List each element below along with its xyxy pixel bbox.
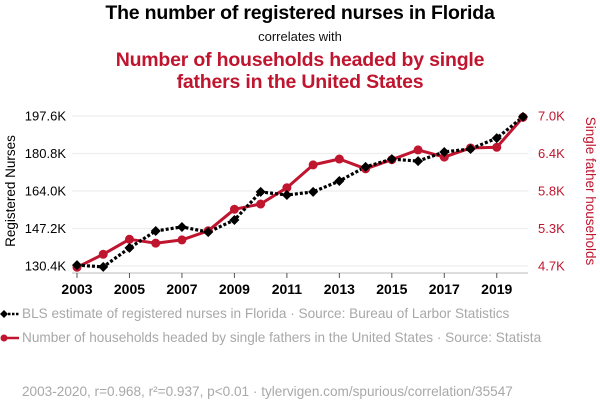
- data-point-nurses: [124, 242, 135, 253]
- data-point-nurses: [229, 215, 240, 226]
- y-tick-label-right: 6.4K: [538, 146, 565, 161]
- series-markers: [72, 111, 528, 272]
- chart-subtitle: correlates with: [258, 29, 342, 44]
- y-tick-label-right: 7.0K: [538, 109, 565, 124]
- x-tick-label: 2009: [219, 281, 250, 297]
- y-tick-label-left: 164.0K: [25, 184, 67, 199]
- series-line-nurses: [76, 115, 525, 269]
- data-point-nurses: [72, 260, 82, 271]
- data-point-fathers: [151, 238, 161, 248]
- y-axis-label-left: Registered Nurses: [3, 135, 18, 247]
- footer-stats: 2003-2020, r=0.968, r²=0.937, p<0.01 · t…: [22, 384, 513, 399]
- y-tick-label-left: 197.6K: [25, 109, 67, 124]
- y-tick-label-left: 147.2K: [25, 221, 67, 236]
- x-tick-label: 2003: [61, 281, 92, 297]
- series-lines: [76, 115, 525, 269]
- legend-item-nurses: BLS estimate of registered nurses in Flo…: [0, 306, 542, 322]
- data-point-nurses: [386, 154, 397, 165]
- data-point-fathers: [492, 142, 502, 152]
- x-tick-label: 2017: [429, 281, 460, 297]
- data-point-nurses: [465, 144, 476, 155]
- x-tick-label: 2015: [376, 281, 407, 297]
- data-point-nurses: [255, 186, 266, 197]
- data-point-fathers: [256, 199, 266, 209]
- y-tick-label-right: 5.8K: [538, 184, 565, 199]
- circle-solid-line-icon: [0, 334, 19, 342]
- data-point-nurses: [150, 225, 161, 236]
- data-point-nurses: [334, 175, 345, 186]
- data-point-fathers: [229, 204, 239, 214]
- diamond-dotted-line-icon: [0, 310, 19, 318]
- x-tick-label: 2011: [272, 281, 303, 297]
- x-tick-label: 2007: [166, 281, 197, 297]
- y-tick-label-left: 180.8K: [25, 146, 67, 161]
- data-point-fathers: [439, 152, 449, 162]
- x-tick-label: 2019: [481, 281, 512, 297]
- y-tick-label-left: 130.4K: [25, 259, 67, 274]
- data-point-nurses: [413, 156, 424, 167]
- data-point-nurses: [98, 261, 109, 272]
- x-tick-label: 2005: [114, 281, 145, 297]
- data-point-nurses: [360, 161, 371, 172]
- data-point-fathers: [334, 154, 344, 164]
- legend-label-nurses: BLS estimate of registered nurses in Flo…: [22, 306, 510, 321]
- data-point-fathers: [98, 249, 108, 259]
- data-point-nurses: [308, 186, 319, 197]
- data-point-nurses: [281, 190, 292, 201]
- legend-item-fathers: Number of households headed by single fa…: [0, 330, 542, 346]
- legend-label-fathers: Number of households headed by single fa…: [22, 330, 542, 345]
- y-tick-label-right: 4.7K: [538, 259, 565, 274]
- data-point-nurses: [203, 227, 214, 238]
- data-point-nurses: [518, 111, 528, 122]
- data-point-fathers: [177, 235, 187, 245]
- data-point-nurses: [439, 146, 450, 157]
- data-point-fathers: [308, 160, 318, 170]
- data-point-nurses: [491, 133, 502, 144]
- data-point-fathers: [282, 183, 292, 193]
- chart-title-secondary: Number of households headed by single fa…: [115, 49, 485, 93]
- legend: BLS estimate of registered nurses in Flo…: [0, 306, 600, 354]
- x-tick-label: 2013: [324, 281, 355, 297]
- axes: 130.4K 147.2K 164.0K 180.8K 197.6K 4.7K 5.3K 5.…: [25, 109, 565, 298]
- y-tick-label-right: 5.3K: [538, 221, 565, 236]
- chart-area: 130.4K 147.2K 164.0K 180.8K 197.6K 4.7K 5.3K 5.…: [3, 109, 598, 298]
- y-axis-label-right: Single father households: [583, 117, 598, 266]
- data-point-fathers: [413, 145, 423, 155]
- data-point-nurses: [176, 221, 187, 232]
- chart-title: The number of registered nurses in Flori…: [105, 2, 495, 24]
- data-point-fathers: [124, 234, 134, 244]
- gridlines: [72, 115, 528, 267]
